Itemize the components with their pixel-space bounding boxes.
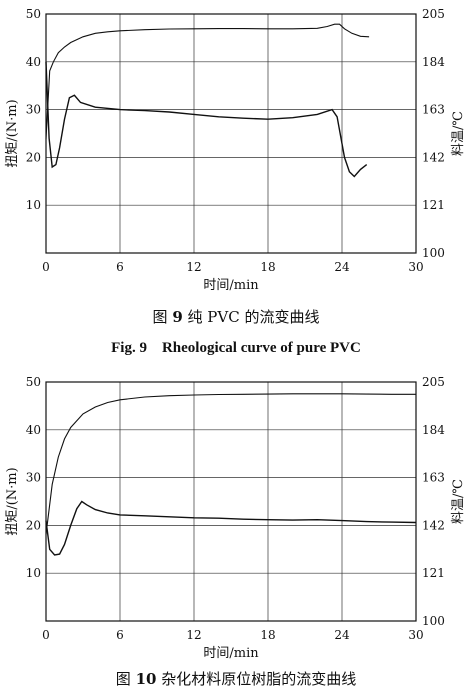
y2-tick-label: 163: [422, 471, 445, 485]
caption-number: 9: [172, 308, 183, 326]
figure-9-svg: 0 6 12 18 24 30 10 20 30 40 50 100 121 142 163 184 205 时间…: [5, 7, 466, 293]
torque-curve: [45, 61, 368, 178]
temperature-curve: [45, 23, 370, 140]
y-tick-label: 40: [26, 423, 41, 437]
x-axis-label: 时间/min: [203, 278, 259, 293]
y-axis-label: 扭矩/(N·m): [5, 99, 20, 167]
x-tick-label: 18: [260, 260, 275, 274]
figure-9-chart: 0 6 12 18 24 30 10 20 30 40 50 100 121 142 163 184 205 时间…: [0, 0, 472, 300]
temperature-curve: [45, 393, 416, 535]
y2-tick-label: 100: [422, 246, 445, 260]
x-tick-label: 30: [408, 628, 423, 642]
y-tick-label: 40: [26, 55, 41, 69]
figure-10-chart: 0 6 12 18 24 30 10 20 30 40 50 100 121 142 163 184 205 时间…: [0, 368, 472, 668]
x-tick-label: 12: [186, 628, 201, 642]
y-tick-label: 10: [26, 198, 41, 212]
figure-9-caption-cn: 图 9 纯 PVC 的流变曲线: [0, 306, 472, 327]
x-tick-label: 6: [116, 260, 124, 274]
x-tick-label: 24: [334, 260, 350, 274]
figure-10-svg: 0 6 12 18 24 30 10 20 30 40 50 100 121 142 163 184 205 时间…: [5, 375, 466, 661]
y-tick-label: 30: [26, 471, 41, 485]
x-tick-label: 12: [186, 260, 201, 274]
y2-tick-label: 184: [422, 55, 445, 69]
y2-tick-label: 205: [422, 7, 445, 21]
y-tick-label: 10: [26, 566, 41, 580]
plot-frame: [45, 13, 417, 254]
x-tick-label: 18: [260, 628, 275, 642]
y2-tick-label: 142: [422, 518, 445, 532]
y2-tick-label: 121: [422, 198, 445, 212]
plot-frame: [45, 381, 417, 622]
caption-text: 杂化材料原位树脂的流变曲线: [161, 670, 357, 688]
x-tick-label: 24: [334, 628, 350, 642]
caption-prefix: 图: [115, 670, 131, 688]
y-tick-label: 20: [26, 150, 41, 164]
y2-axis-label: 料温/℃: [451, 479, 466, 524]
y-tick-label: 20: [26, 518, 41, 532]
x-tick-label: 6: [116, 628, 124, 642]
y2-axis-label: 料温/℃: [451, 111, 466, 156]
x-tick-label: 30: [408, 260, 423, 274]
caption-text: 纯 PVC 的流变曲线: [187, 308, 320, 326]
y2-tick-label: 163: [422, 103, 445, 117]
caption-prefix: 图: [152, 308, 168, 326]
y-tick-label: 30: [26, 103, 41, 117]
y2-tick-label: 142: [422, 150, 445, 164]
y2-tick-label: 100: [422, 614, 445, 628]
x-tick-label: 0: [42, 628, 50, 642]
x-tick-label: 0: [42, 260, 50, 274]
y2-tick-label: 121: [422, 566, 445, 580]
y2-tick-label: 205: [422, 375, 445, 389]
y-tick-label: 50: [26, 375, 41, 389]
y2-tick-label: 184: [422, 423, 445, 437]
torque-curve: [45, 500, 417, 556]
y-axis-label: 扭矩/(N·m): [5, 467, 20, 535]
figure-10-caption-cn: 图 10 杂化材料原位树脂的流变曲线: [0, 668, 472, 689]
caption-number: 10: [135, 670, 157, 688]
x-axis-label: 时间/min: [203, 646, 259, 661]
figure-9-caption-en: Fig. 9 Rheological curve of pure PVC: [111, 340, 361, 356]
y-tick-label: 50: [26, 7, 41, 21]
